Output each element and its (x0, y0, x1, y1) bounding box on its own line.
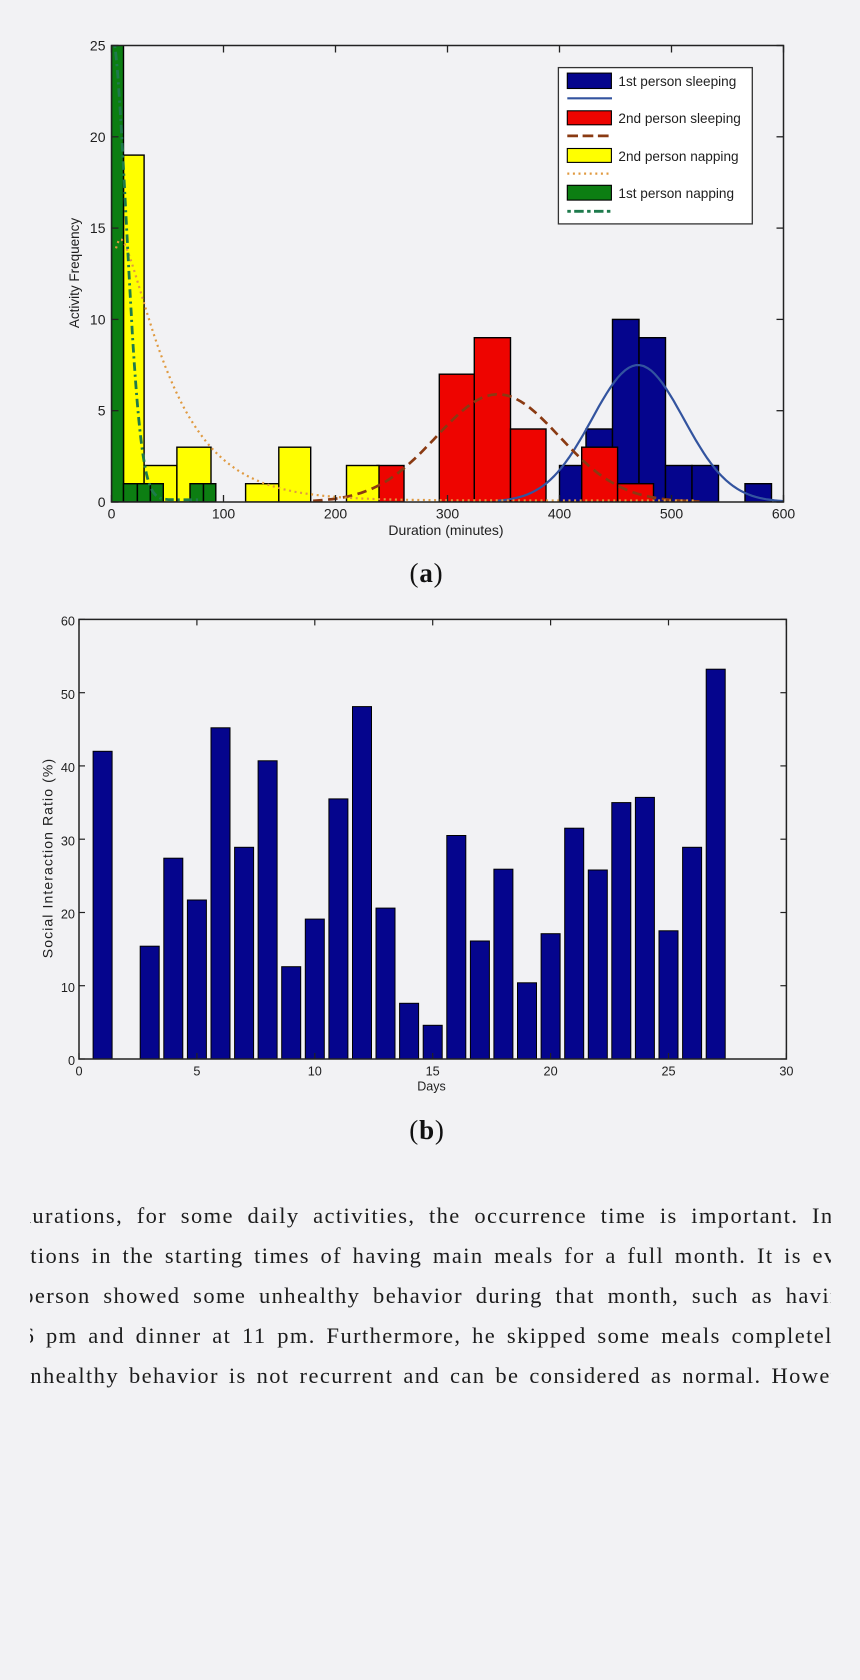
svg-text:25: 25 (90, 38, 106, 54)
svg-text:2nd person sleeping: 2nd person sleeping (618, 111, 740, 126)
svg-text:5: 5 (98, 403, 106, 419)
svg-text:500: 500 (660, 506, 684, 522)
svg-text:1st person napping: 1st person napping (618, 186, 734, 201)
svg-text:30: 30 (61, 834, 75, 848)
svg-text:2nd person napping: 2nd person napping (618, 149, 738, 164)
svg-text:60: 60 (61, 615, 75, 629)
svg-text:0: 0 (75, 1065, 82, 1079)
svg-text:100: 100 (212, 506, 236, 522)
svg-text:Duration (minutes): Duration (minutes) (388, 522, 503, 538)
svg-text:20: 20 (90, 129, 106, 145)
svg-text:0: 0 (108, 506, 116, 522)
svg-text:Days: Days (417, 1080, 445, 1094)
svg-text:15: 15 (90, 220, 106, 236)
svg-text:400: 400 (548, 506, 572, 522)
svg-text:40: 40 (61, 761, 75, 775)
svg-text:200: 200 (324, 506, 348, 522)
svg-text:15: 15 (426, 1065, 440, 1079)
svg-text:5: 5 (193, 1065, 200, 1079)
svg-text:10: 10 (61, 981, 75, 995)
svg-text:20: 20 (544, 1065, 558, 1079)
svg-text:1st person sleeping: 1st person sleeping (618, 74, 736, 89)
svg-text:0: 0 (98, 494, 106, 510)
svg-text:300: 300 (436, 506, 460, 522)
svg-text:30: 30 (779, 1065, 793, 1079)
svg-text:25: 25 (661, 1065, 675, 1079)
svg-text:0: 0 (68, 1054, 75, 1068)
svg-text:Social Interaction Ratio (%): Social Interaction Ratio (%) (40, 758, 56, 958)
svg-text:Activity Frequency: Activity Frequency (67, 218, 82, 329)
svg-text:10: 10 (90, 311, 106, 327)
svg-text:50: 50 (61, 688, 75, 702)
svg-text:20: 20 (61, 908, 75, 922)
svg-text:10: 10 (308, 1065, 322, 1079)
svg-text:600: 600 (772, 506, 796, 522)
